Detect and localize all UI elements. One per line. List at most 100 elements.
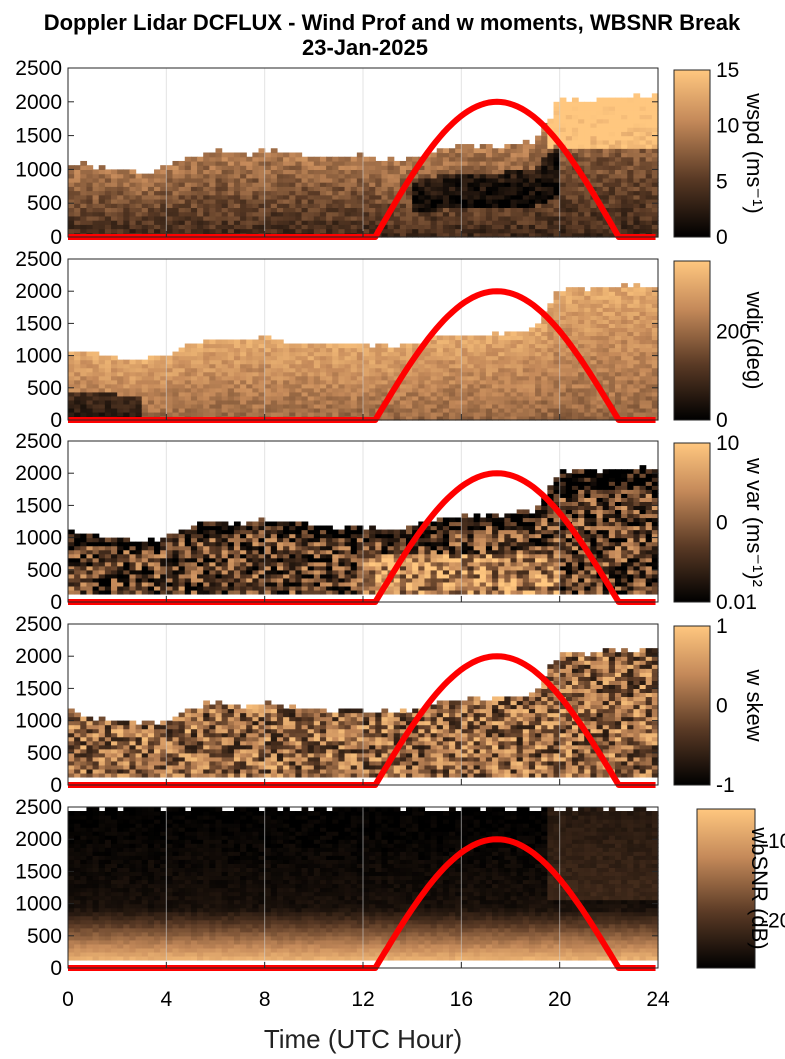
heatmap-cell xyxy=(442,190,450,196)
heatmap-cell xyxy=(209,395,217,401)
heatmap-cell xyxy=(209,399,217,405)
heatmap-cell xyxy=(246,165,253,170)
heatmap-cell xyxy=(295,224,303,230)
heatmap-cell xyxy=(154,363,161,369)
heatmap-cell xyxy=(430,211,438,217)
heatmap-cell xyxy=(172,359,180,365)
heatmap-cell xyxy=(418,399,426,405)
heatmap-cell xyxy=(197,355,204,361)
heatmap-cell xyxy=(461,407,469,413)
heatmap-cell xyxy=(295,173,303,179)
heatmap-cell xyxy=(129,220,137,225)
heatmap-cell xyxy=(319,371,327,377)
heatmap-cell xyxy=(154,411,161,417)
heatmap-cell xyxy=(233,215,241,221)
heatmap-cell xyxy=(227,152,235,158)
heatmap-cell xyxy=(190,387,198,393)
heatmap-cell xyxy=(541,347,548,353)
heatmap-cell xyxy=(178,215,186,221)
heatmap-cell xyxy=(393,391,401,397)
heatmap-cell xyxy=(197,537,204,543)
heatmap-cell xyxy=(639,211,647,217)
colorbar-tick-label: 10 xyxy=(716,115,739,138)
heatmap-cell xyxy=(276,359,284,365)
heatmap-cell xyxy=(369,198,376,204)
heatmap-cell xyxy=(467,371,475,377)
heatmap-cell xyxy=(565,114,573,120)
heatmap-cell xyxy=(264,177,272,183)
heatmap-cell xyxy=(590,363,598,369)
heatmap-cell xyxy=(209,165,217,170)
heatmap-cell xyxy=(467,207,475,213)
heatmap-cell xyxy=(571,339,579,345)
heatmap-cell xyxy=(614,399,622,405)
heatmap-cell xyxy=(154,203,161,209)
heatmap-cell xyxy=(516,203,524,209)
heatmap-cell xyxy=(363,379,370,385)
heatmap-cell xyxy=(301,399,309,405)
heatmap-cell xyxy=(590,198,598,204)
heatmap-cell xyxy=(221,577,229,583)
y-tick-label: 2500 xyxy=(15,248,62,271)
heatmap-cell xyxy=(344,581,352,587)
heatmap-cell xyxy=(504,173,512,179)
heatmap-cell xyxy=(264,383,272,389)
heatmap-cell xyxy=(621,156,628,162)
heatmap-cell xyxy=(602,303,610,308)
heatmap-cell xyxy=(535,411,542,417)
heatmap-cell xyxy=(608,339,616,345)
heatmap-cell xyxy=(406,395,413,401)
heatmap-cell xyxy=(209,224,217,230)
heatmap-cell xyxy=(498,391,505,397)
heatmap-cell xyxy=(584,319,591,325)
heatmap-cell xyxy=(68,565,75,571)
heatmap-cell xyxy=(614,106,622,111)
heatmap-cell xyxy=(209,569,217,575)
heatmap-cell xyxy=(651,339,659,345)
heatmap-cell xyxy=(504,228,512,234)
heatmap-cell xyxy=(461,403,469,409)
heatmap-cell xyxy=(590,323,598,329)
heatmap-cell xyxy=(221,160,229,166)
heatmap-cell xyxy=(307,379,315,385)
heatmap-cell xyxy=(406,379,413,385)
heatmap-cell xyxy=(98,203,106,209)
heatmap-cell xyxy=(190,411,198,417)
heatmap-cell xyxy=(535,224,542,230)
heatmap-cell xyxy=(338,224,346,230)
heatmap-cell xyxy=(147,411,155,417)
heatmap-cell xyxy=(68,211,75,217)
heatmap-cell xyxy=(535,139,542,145)
heatmap-cell xyxy=(240,399,247,405)
heatmap-cell xyxy=(614,127,622,132)
heatmap-cell xyxy=(430,387,438,393)
heatmap-cell xyxy=(283,152,290,158)
heatmap-cell xyxy=(221,407,229,413)
heatmap-cell xyxy=(596,228,604,234)
heatmap-cell xyxy=(602,379,610,385)
heatmap-cell xyxy=(295,177,303,183)
heatmap-cell xyxy=(535,403,542,409)
heatmap-cell xyxy=(590,303,598,308)
heatmap-cell xyxy=(412,379,419,385)
heatmap-cell xyxy=(504,339,512,345)
heatmap-cell xyxy=(602,139,610,145)
heatmap-cell xyxy=(264,375,272,381)
heatmap-cell xyxy=(528,156,536,162)
heatmap-cell xyxy=(516,220,524,225)
heatmap-cell xyxy=(424,371,432,377)
heatmap-cell xyxy=(123,387,131,393)
heatmap-cell xyxy=(602,228,610,234)
heatmap-cell xyxy=(178,399,186,405)
heatmap-cell xyxy=(270,541,278,547)
heatmap-cell xyxy=(541,190,548,196)
heatmap-cell xyxy=(473,220,481,225)
heatmap-cell xyxy=(313,177,321,183)
heatmap-cell xyxy=(639,335,647,341)
heatmap-cell xyxy=(252,573,260,579)
heatmap-cell xyxy=(627,198,635,204)
heatmap-cell xyxy=(203,573,210,579)
heatmap-cell xyxy=(252,165,260,170)
heatmap-cell xyxy=(147,407,155,413)
heatmap-cell xyxy=(399,399,407,405)
